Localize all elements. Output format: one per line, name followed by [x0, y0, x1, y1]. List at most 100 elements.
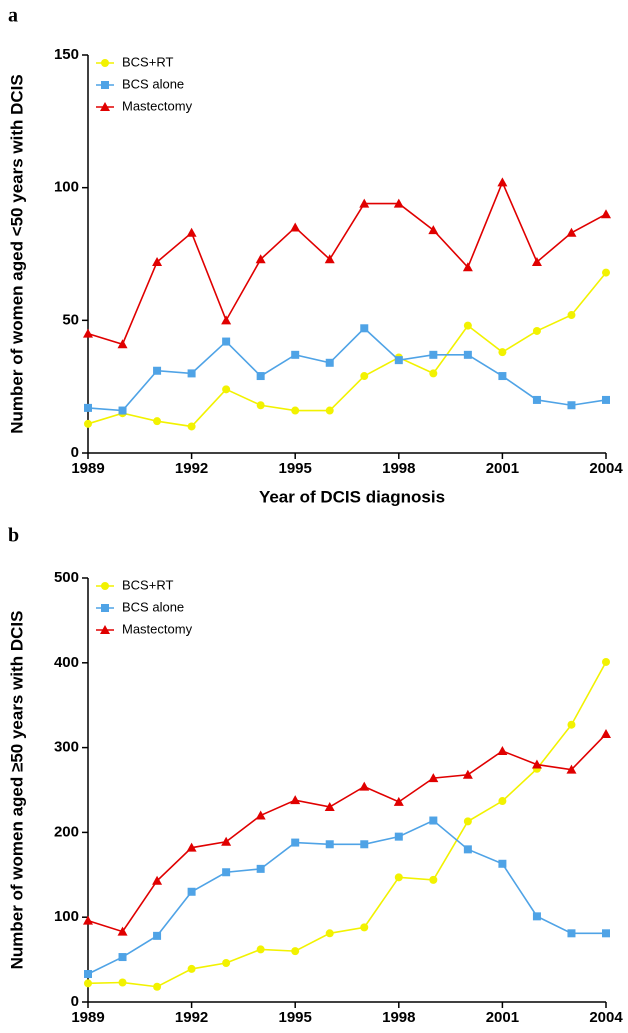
marker	[601, 209, 611, 219]
marker	[567, 311, 576, 320]
marker	[152, 256, 163, 266]
marker	[118, 978, 127, 987]
marker	[186, 227, 197, 237]
x-tick-label: 1995	[279, 460, 312, 477]
marker	[463, 817, 472, 826]
marker	[153, 931, 162, 940]
marker	[290, 222, 301, 232]
x-axis-label: Year of DCIS diagnosis	[259, 487, 445, 506]
marker	[566, 227, 577, 237]
marker	[291, 947, 300, 956]
marker	[324, 801, 335, 811]
series-line	[87, 272, 607, 428]
x-tick-label: 1992	[175, 460, 208, 477]
marker	[83, 915, 93, 925]
y-axis-label: Number of women aged ≥50 years with DCIS	[7, 611, 26, 970]
x-tick-label: 1992	[175, 1009, 208, 1026]
legend-label: BCS alone	[122, 76, 184, 91]
marker	[101, 59, 109, 67]
marker	[463, 350, 472, 359]
marker	[498, 372, 507, 381]
x-tick-label: 1989	[71, 1009, 104, 1026]
marker	[394, 832, 403, 841]
marker	[497, 745, 508, 755]
y-tick-label: 300	[54, 739, 79, 756]
y-tick-label: 200	[54, 823, 79, 840]
y-tick-label: 100	[54, 179, 79, 196]
marker	[602, 929, 610, 938]
marker	[325, 840, 334, 849]
marker	[531, 759, 542, 769]
marker	[256, 401, 265, 410]
marker	[291, 406, 300, 415]
marker	[566, 764, 577, 774]
marker	[429, 350, 438, 359]
marker	[325, 929, 334, 938]
y-tick-label: 500	[54, 569, 79, 586]
marker	[602, 657, 610, 666]
marker	[222, 958, 231, 967]
marker	[498, 348, 507, 357]
marker	[532, 912, 541, 921]
marker	[256, 372, 265, 381]
series-line	[87, 327, 607, 412]
x-tick-label: 1989	[71, 460, 104, 477]
legend-label: Mastectomy	[122, 98, 193, 113]
x-tick-label: 2001	[486, 460, 519, 477]
legend-label: BCS alone	[122, 599, 184, 614]
marker	[393, 198, 404, 208]
marker	[462, 262, 473, 272]
marker	[498, 797, 507, 806]
x-tick-label: 2004	[589, 460, 623, 477]
marker	[153, 417, 162, 426]
marker	[291, 838, 300, 847]
marker	[602, 395, 610, 404]
marker	[153, 982, 162, 991]
y-tick-label: 100	[54, 908, 79, 925]
series-line	[87, 180, 607, 346]
marker	[117, 339, 128, 349]
marker	[601, 729, 611, 739]
marker	[221, 836, 232, 846]
marker	[101, 81, 109, 89]
marker	[497, 177, 508, 187]
marker	[255, 810, 266, 820]
marker	[429, 816, 438, 825]
marker	[428, 773, 439, 783]
marker	[463, 321, 472, 330]
marker	[463, 845, 472, 854]
x-tick-label: 1998	[382, 1009, 415, 1026]
marker	[291, 350, 300, 359]
marker	[255, 254, 266, 264]
series-line	[87, 733, 607, 933]
panel-label: a	[8, 5, 18, 27]
marker	[394, 873, 403, 882]
legend-label: BCS+RT	[122, 54, 173, 69]
series-line	[87, 661, 607, 988]
marker	[101, 582, 109, 590]
legend-label: Mastectomy	[122, 621, 193, 636]
marker	[325, 358, 334, 367]
marker	[101, 604, 109, 612]
marker	[290, 795, 301, 805]
marker	[498, 859, 507, 868]
marker	[429, 875, 438, 884]
marker	[118, 406, 127, 415]
x-tick-label: 1998	[382, 460, 415, 477]
series-line	[87, 819, 606, 975]
y-tick-label: 0	[71, 993, 79, 1010]
marker	[187, 369, 196, 378]
marker	[187, 964, 196, 973]
marker	[84, 403, 92, 412]
legend-label: BCS+RT	[122, 577, 173, 592]
marker	[359, 198, 370, 208]
x-tick-label: 2004	[589, 1009, 623, 1026]
panel-label: b	[8, 525, 19, 547]
marker	[256, 864, 265, 873]
marker	[221, 315, 232, 325]
marker	[100, 102, 110, 111]
marker	[325, 406, 334, 415]
y-tick-label: 150	[54, 46, 79, 63]
marker	[222, 385, 231, 394]
